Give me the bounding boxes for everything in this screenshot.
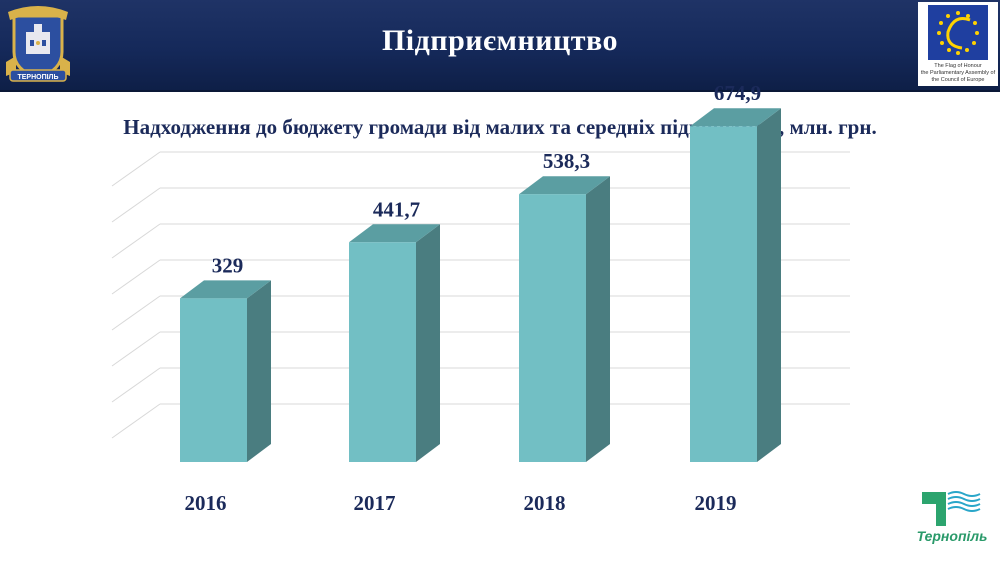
bar-side-face [247,280,271,462]
council-of-europe-logo-icon [928,5,988,60]
bar [519,194,586,463]
bar-top-face [519,176,610,195]
x-tick-label: 2019 [695,491,737,515]
bar-top-face [690,108,781,127]
data-label: 441,7 [373,197,420,221]
x-tick-label: 2018 [524,491,566,515]
coe-caption: The Flag of Honour the Parliamentary Ass… [920,63,996,83]
gridline-diagonal [111,331,161,367]
bar-top-face [180,280,271,299]
data-label: 329 [212,253,244,277]
gridline-diagonal [111,295,161,331]
ternopil-city-logo: Тернопіль [912,488,992,552]
ternopil-logo-label: Тернопіль [916,528,988,544]
bar-side-face [416,224,440,462]
bar-top-face [349,224,440,243]
bar-side-face [586,176,610,463]
bar [180,298,247,462]
ternopil-t-logo-icon [922,491,981,526]
bar-side-face [757,108,781,463]
gridline-diagonal [111,367,161,403]
data-label: 538,3 [543,149,590,173]
coe-flag-of-honour: The Flag of Honour the Parliamentary Ass… [918,2,998,86]
page-title: Підприємництво [381,24,619,57]
ternopil-crest-icon: ТЕРНОПІЛЬ [6,6,70,82]
bar [690,126,757,463]
gridline-diagonal [111,403,161,439]
gridline-diagonal [111,259,161,295]
gridline-diagonal [111,151,161,187]
x-tick-label: 2016 [185,491,227,515]
crest-label: ТЕРНОПІЛЬ [17,74,58,81]
gridline-diagonal [111,223,161,259]
header-banner: ТЕРНОПІЛЬ Підприємництво The Flag of Hon… [0,0,1000,92]
gridline-diagonal [111,187,161,223]
data-label: 674,9 [714,81,761,105]
x-tick-label: 2017 [354,491,396,515]
bar [349,242,416,462]
